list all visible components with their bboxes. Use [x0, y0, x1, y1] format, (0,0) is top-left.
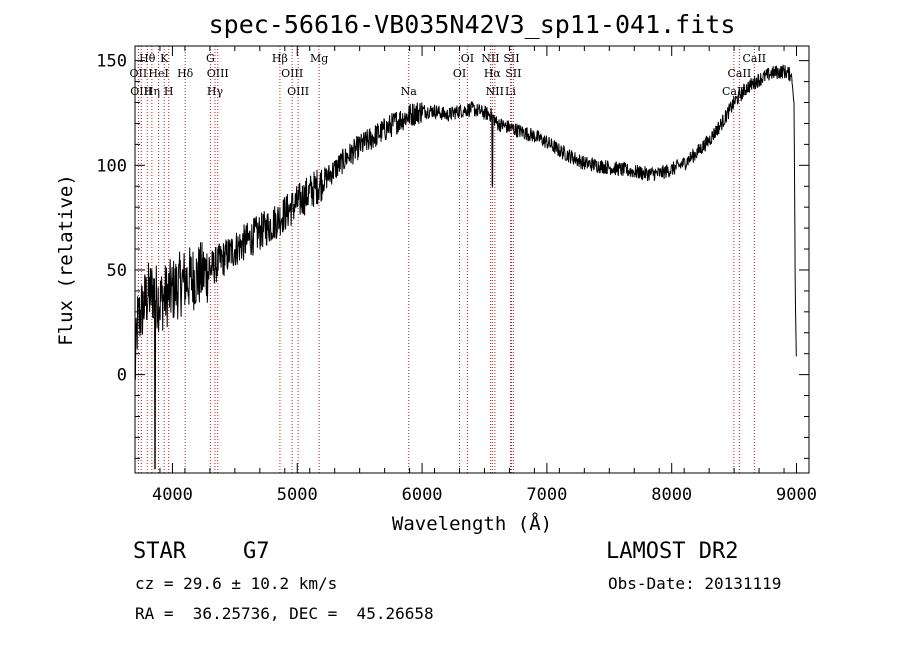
y-tick-label: 150 [96, 52, 127, 72]
line-marker-label: OI [453, 67, 466, 80]
redshift-readout: cz = 29.6 ± 10.2 km/s [135, 574, 338, 593]
line-marker-label: SII [505, 67, 521, 80]
line-marker-label: Hδ [177, 67, 194, 80]
line-marker-label: G [206, 52, 215, 65]
x-tick-label: 4000 [152, 485, 193, 505]
line-marker-label: Mg [310, 52, 328, 65]
y-tick-label: 100 [96, 156, 127, 176]
y-tick-label: 0 [117, 366, 127, 386]
line-marker-label: OII [130, 67, 148, 80]
line-marker-label: NII [481, 52, 499, 65]
line-marker-label: OI [461, 52, 474, 65]
line-marker-label: SII [503, 52, 519, 65]
x-axis-label: Wavelength (Å) [392, 512, 552, 535]
y-axis-label: Flux (relative) [55, 174, 77, 346]
line-marker-label: Hβ [272, 52, 288, 65]
y-axis: 0 50 100 150 [96, 52, 809, 459]
line-marker-label: Hγ [207, 85, 224, 98]
line-marker-label: OIII [287, 85, 309, 98]
line-marker-label: NII [486, 85, 504, 98]
line-marker-label: CaII [742, 52, 766, 65]
object-subclass: G7 [243, 539, 270, 564]
line-marker-label: K [160, 52, 169, 65]
observation-date: Obs-Date: 20131119 [608, 574, 782, 593]
line-marker-label: HeI [148, 67, 168, 80]
chart-title: spec-56616-VB035N42V3_sp11-041.fits [209, 10, 736, 39]
x-tick-label: 7000 [526, 485, 567, 505]
line-marker-label: OIII [130, 85, 152, 98]
line-marker-label: Li [505, 85, 516, 98]
coordinates-readout: RA = 36.25736, DEC = 45.26658 [135, 604, 434, 623]
line-marker-label: Hη [144, 85, 160, 98]
plot-frame [134, 45, 810, 474]
x-tick-label: 6000 [402, 485, 443, 505]
y-tick-label: 50 [107, 261, 127, 281]
x-tick-label: 8000 [651, 485, 692, 505]
x-axis: 4000 5000 6000 7000 8000 9000 [134, 46, 817, 505]
x-tick-label: 9000 [776, 485, 817, 505]
line-marker-label: H [164, 85, 174, 98]
object-class: STAR [133, 539, 186, 564]
line-marker-label: Na [401, 85, 418, 98]
survey-name: LAMOST DR2 [606, 539, 739, 564]
line-marker-label: OIII [281, 67, 303, 80]
x-tick-label: 5000 [277, 485, 318, 505]
line-marker-label: OIII [207, 67, 229, 80]
line-marker-label: Hα [484, 67, 502, 80]
line-marker-label: CaII [728, 67, 752, 80]
spectrum-line [134, 64, 797, 470]
